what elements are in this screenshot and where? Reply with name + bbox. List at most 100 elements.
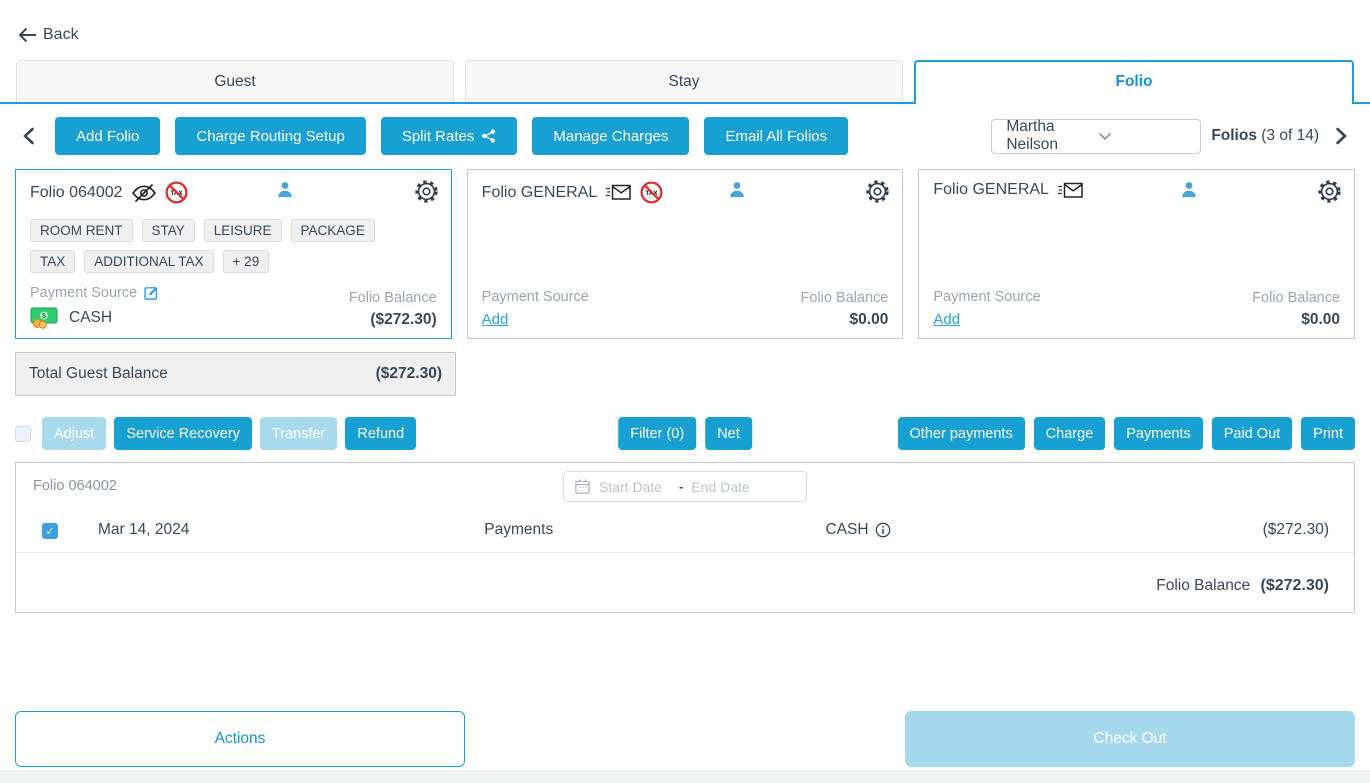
transactions-folio-label: Folio 064002 [33, 478, 117, 494]
print-button[interactable]: Print [1301, 417, 1355, 450]
payment-source-label: Payment Source [481, 289, 589, 305]
paid-out-button[interactable]: Paid Out [1211, 417, 1293, 450]
tab-stay[interactable]: Stay [465, 60, 903, 102]
send-email-icon [605, 184, 632, 201]
split-rates-button[interactable]: Split Rates [380, 117, 518, 155]
add-folio-button[interactable]: Add Folio [55, 117, 161, 155]
total-guest-balance: Total Guest Balance ($272.30) [15, 352, 456, 396]
payment-source-label: Payment Source [30, 284, 138, 301]
folio-title: Folio 064002 [30, 183, 123, 201]
folio-balance-block: Folio Balance $0.00 [800, 290, 888, 329]
svg-text:$: $ [42, 313, 46, 320]
folio-card-064002[interactable]: Folio 064002 TAX ROOM RENT STAY LEISURE … [15, 169, 452, 339]
tab-folio[interactable]: Folio [914, 60, 1354, 104]
back-arrow-icon [18, 27, 37, 43]
gear-icon[interactable] [414, 179, 439, 204]
tag-chip: LEISURE [203, 219, 282, 242]
folios-count: (3 of 14) [1261, 127, 1319, 144]
actions-middle-group: Filter (0) Net [618, 417, 752, 450]
tab-bar: Guest Stay Folio [0, 60, 1370, 104]
no-tax-icon: TAX [164, 181, 188, 204]
folio-card-general-1[interactable]: Folio GENERAL TAX Payment Source Add [466, 169, 904, 339]
email-all-folios-button[interactable]: Email All Folios [704, 117, 849, 155]
start-date-input[interactable] [599, 478, 671, 495]
payment-method: CASH [69, 308, 113, 326]
transaction-row[interactable]: ✓ Mar 14, 2024 Payments CASH ($272.30) [16, 509, 1354, 553]
payments-button[interactable]: Payments [1114, 417, 1203, 450]
send-email-icon [1057, 182, 1084, 199]
payment-source-block: Payment Source $ CASH [30, 284, 160, 329]
total-guest-balance-label: Total Guest Balance [29, 365, 168, 382]
transaction-date: Mar 14, 2024 [98, 521, 190, 538]
end-date-input[interactable] [691, 478, 764, 495]
service-recovery-button[interactable]: Service Recovery [114, 417, 252, 450]
folio-balance-label: Folio Balance [348, 290, 437, 306]
back-button[interactable]: Back [18, 26, 79, 44]
transactions-header: Folio 064002 - [16, 463, 1354, 509]
back-row: Back [0, 0, 1370, 48]
row-checkbox-checked[interactable]: ✓ [42, 523, 58, 539]
folio-next-chevron-icon[interactable] [1329, 127, 1354, 145]
person-icon[interactable] [276, 180, 295, 200]
folio-prev-chevron-icon[interactable] [16, 127, 41, 145]
adjust-button[interactable]: Adjust [42, 417, 107, 450]
actions-button[interactable]: Actions [15, 711, 465, 767]
transactions-panel: Folio 064002 - ✓ Mar 14, 2024 Payments C… [15, 462, 1355, 613]
payment-source-label: Payment Source [933, 289, 1041, 305]
folio-balance-label: Folio Balance [1252, 290, 1341, 306]
refund-button[interactable]: Refund [345, 417, 417, 450]
edit-icon[interactable] [143, 284, 160, 301]
guest-selector[interactable]: Martha Neilson [991, 118, 1202, 154]
net-button[interactable]: Net [705, 417, 752, 450]
folio-card-general-2[interactable]: Folio GENERAL Payment Source Add Folio B… [918, 169, 1356, 339]
info-icon[interactable] [875, 522, 891, 538]
more-tags-chip[interactable]: + 29 [222, 250, 270, 273]
chevron-down-icon [1098, 132, 1190, 141]
actions-right-group: Other payments Charge Payments Paid Out … [897, 417, 1355, 450]
manage-charges-button[interactable]: Manage Charges [532, 117, 690, 155]
card-bottom: Payment Source Add Folio Balance $0.00 [933, 289, 1340, 329]
folio-balance-value: $0.00 [1301, 311, 1341, 328]
card-bottom: Payment Source $ CASH Folio Balance [30, 284, 437, 329]
folio-card-header: Folio GENERAL TAX [482, 181, 889, 204]
folio-card-header: Folio 064002 TAX [30, 181, 437, 204]
back-label: Back [43, 26, 79, 43]
tag-chip: STAY [141, 219, 195, 242]
tag-chip: TAX [30, 250, 76, 273]
filter-button[interactable]: Filter (0) [618, 417, 697, 450]
date-range-picker[interactable]: - [563, 471, 807, 502]
select-all-checkbox[interactable] [15, 425, 31, 442]
gear-icon[interactable] [865, 179, 890, 204]
check-out-button[interactable]: Check Out [905, 711, 1355, 767]
share-icon [481, 128, 496, 144]
charge-routing-setup-button[interactable]: Charge Routing Setup [175, 117, 366, 155]
tab-guest[interactable]: Guest [16, 60, 454, 102]
tag-chip: ROOM RENT [30, 219, 133, 242]
card-bottom: Payment Source Add Folio Balance $0.00 [482, 289, 889, 329]
gear-icon[interactable] [1317, 179, 1342, 204]
split-rates-label: Split Rates [401, 127, 475, 145]
other-payments-button[interactable]: Other payments [897, 417, 1025, 450]
folio-card-header: Folio GENERAL [933, 181, 1340, 199]
folios-counter: Folios (3 of 14) [1211, 127, 1319, 145]
add-payment-source-link[interactable]: Add [933, 311, 961, 328]
table-folio-balance: Folio Balance ($272.30) [1156, 577, 1329, 595]
transfer-button[interactable]: Transfer [259, 417, 338, 450]
actions-left-group: Adjust Service Recovery Transfer Refund [15, 417, 1355, 450]
table-folio-balance-value: ($272.30) [1260, 577, 1330, 594]
tag-chip: PACKAGE [290, 219, 375, 242]
date-range-separator: - [679, 479, 684, 494]
charge-button[interactable]: Charge [1033, 417, 1106, 450]
folio-balance-value: ($272.30) [370, 311, 437, 328]
calendar-icon [574, 478, 591, 495]
footer-strip [0, 770, 1370, 783]
add-payment-source-link[interactable]: Add [481, 311, 509, 328]
actions-bar: Adjust Service Recovery Transfer Refund … [15, 417, 1355, 451]
folio-balance-label: Folio Balance [800, 290, 889, 306]
charge-code-tags: ROOM RENT STAY LEISURE PACKAGE TAX ADDIT… [30, 219, 380, 273]
bottom-bar: Actions Check Out [0, 711, 1370, 767]
toolbar-right: Martha Neilson Folios (3 of 14) [991, 118, 1354, 154]
payment-source-block: Payment Source Add [933, 289, 1040, 329]
person-icon[interactable] [728, 180, 747, 200]
person-icon[interactable] [1179, 180, 1198, 200]
